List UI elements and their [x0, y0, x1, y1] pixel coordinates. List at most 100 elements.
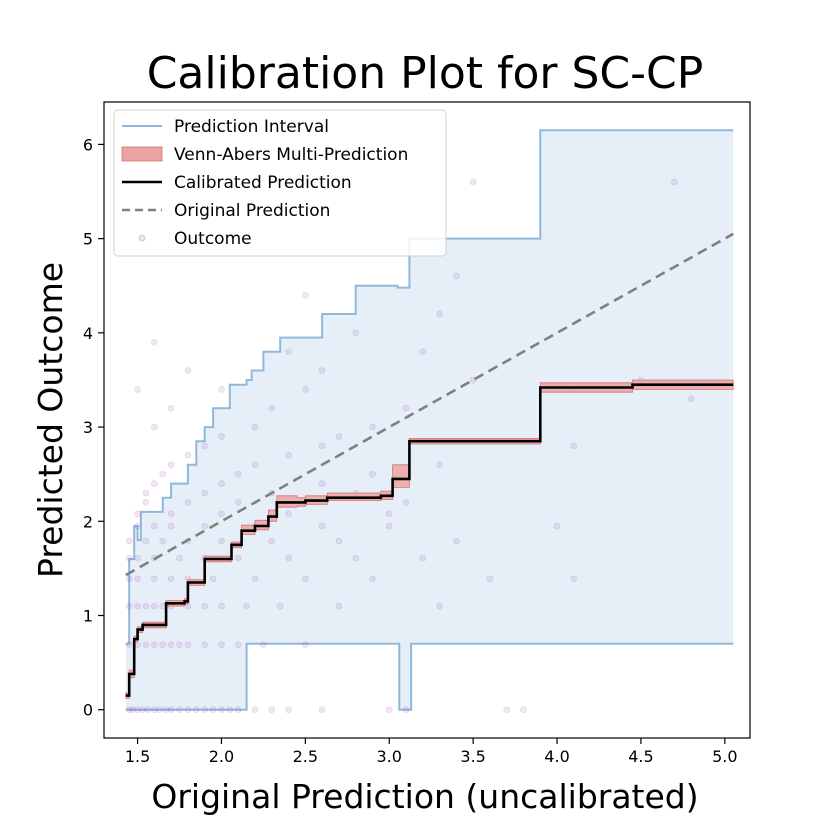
outcome-point: [335, 537, 343, 545]
outcome-point: [503, 706, 511, 714]
outcome-point: [209, 575, 217, 583]
outcome-point: [125, 554, 133, 562]
outcome-point: [318, 442, 326, 450]
y-tick-label: 0: [83, 701, 93, 720]
outcome-point: [419, 348, 427, 356]
outcome-point: [176, 641, 183, 649]
outcome-point: [234, 499, 242, 506]
outcome-point: [369, 470, 376, 478]
outcome-point: [218, 510, 225, 518]
outcome-point: [218, 480, 225, 487]
legend-swatch: [121, 146, 163, 162]
legend: Prediction Interval Venn-Abers Multi-Pred…: [113, 109, 447, 257]
outcome-point: [184, 706, 192, 714]
x-axis-label: Original Prediction (uncalibrated): [151, 777, 698, 816]
legend-swatch: [138, 234, 146, 242]
outcome-point: [285, 706, 292, 714]
outcome-point: [201, 706, 208, 714]
outcome-point: [268, 404, 276, 412]
outcome-point: [318, 367, 326, 374]
calibrated-prediction-line: [125, 383, 734, 697]
outcome-point: [176, 706, 183, 714]
outcome-point: [218, 433, 225, 440]
outcome-point: [436, 310, 443, 318]
outcome-point: [142, 537, 150, 545]
outcome-point: [193, 706, 200, 714]
outcome-point: [402, 404, 410, 412]
prediction-interval-lower-line: [125, 642, 734, 711]
plot-area: [125, 129, 734, 714]
outcome-point: [243, 602, 250, 610]
outcome-point: [167, 706, 175, 714]
y-tick-label: 5: [83, 230, 93, 249]
outcome-point: [251, 575, 259, 583]
outcome-point: [151, 575, 158, 583]
prediction-interval-upper-line: [125, 129, 734, 645]
outcome-point: [139, 706, 146, 714]
outcome-point: [234, 706, 242, 714]
outcome-point: [162, 706, 170, 714]
outcome-point: [369, 423, 376, 431]
outcome-point: [125, 575, 133, 583]
legend-item: Original Prediction: [122, 201, 330, 221]
outcome-point: [352, 554, 360, 562]
outcome-point: [125, 641, 133, 649]
outcome-point: [151, 480, 158, 487]
outcome-point: [251, 706, 259, 714]
outcome-point: [134, 554, 141, 562]
outcome-point: [335, 602, 343, 610]
outcome-point: [486, 575, 494, 583]
outcome-point: [125, 706, 133, 714]
outcome-point: [218, 706, 225, 714]
outcome-point: [234, 554, 242, 562]
axes: 1.5 2.0 2.5 3.0 3.5 4.0 4.5 5.0 0 1 2 3 4 5 6: [83, 101, 751, 766]
legend-label: Prediction Interval: [174, 117, 329, 137]
outcome-point: [142, 499, 150, 506]
legend-item: Calibrated Prediction: [122, 173, 352, 193]
outcome-point: [436, 461, 443, 469]
outcome-point: [142, 641, 150, 649]
outcome-point: [570, 442, 578, 450]
outcome-point: [285, 451, 292, 459]
outcome-point: [318, 706, 326, 714]
outcome-point: [402, 706, 410, 714]
outcome-point: [453, 537, 460, 545]
y-tick-label: 1: [83, 607, 93, 626]
outcome-point: [134, 602, 141, 610]
chart-title: Calibration Plot for SC-CP: [147, 48, 704, 99]
y-axis-label: Predicted Outcome: [31, 262, 70, 578]
legend-label: Original Prediction: [174, 201, 330, 221]
legend-label: Calibrated Prediction: [174, 173, 352, 193]
outcome-point: [234, 470, 242, 478]
outcome-point: [134, 510, 141, 518]
outcome-point: [159, 470, 166, 478]
outcome-point: [335, 433, 343, 440]
legend-box: [113, 109, 447, 257]
outcome-point: [167, 404, 175, 412]
outcome-point: [151, 338, 158, 346]
y-tick-label: 6: [83, 135, 93, 154]
x-tick-label: 5.0: [712, 747, 737, 766]
outcome-point: [570, 575, 578, 583]
outcome-point: [302, 575, 309, 583]
outcome-point: [369, 575, 376, 583]
outcome-point: [151, 423, 158, 431]
outcome-point: [151, 641, 158, 649]
outcome-point: [285, 510, 292, 518]
outcome-point: [302, 386, 309, 393]
outcome-point: [251, 461, 259, 469]
outcome-point: [201, 641, 208, 649]
x-tick-label: 3.0: [377, 747, 402, 766]
outcome-point: [302, 641, 309, 649]
outcome-point: [125, 537, 133, 545]
outcome-point: [184, 367, 192, 374]
legend-item: Venn-Abers Multi-Prediction: [121, 145, 408, 165]
outcome-point: [142, 489, 150, 497]
outcome-point: [184, 641, 192, 649]
outcome-point: [218, 386, 225, 393]
outcome-point: [176, 554, 183, 562]
outcome-point: [469, 178, 477, 186]
outcome-point: [226, 706, 234, 714]
outcome-point: [134, 575, 141, 583]
outcome-point: [385, 522, 393, 530]
